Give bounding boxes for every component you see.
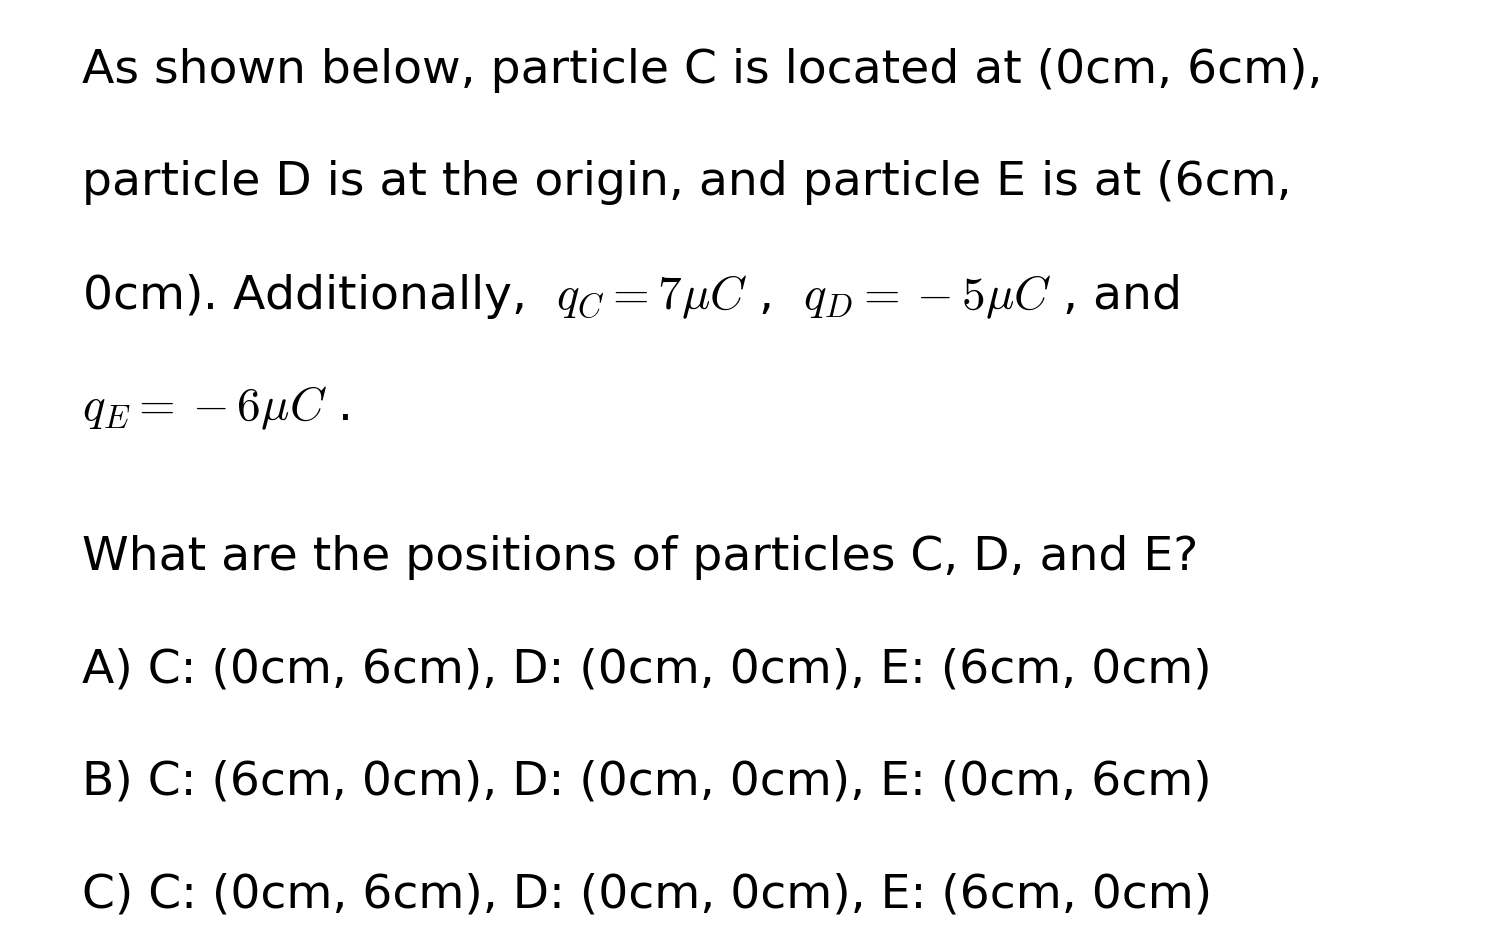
Text: C) C: (0cm, 6cm), D: (0cm, 0cm), E: (6cm, 0cm): C) C: (0cm, 6cm), D: (0cm, 0cm), E: (6cm…	[82, 872, 1212, 917]
Text: particle D is at the origin, and particle E is at (6cm,: particle D is at the origin, and particl…	[82, 160, 1292, 205]
Text: As shown below, particle C is located at (0cm, 6cm),: As shown below, particle C is located at…	[82, 48, 1323, 92]
Text: $q_E = -6\mu C$ .: $q_E = -6\mu C$ .	[82, 385, 350, 432]
Text: B) C: (6cm, 0cm), D: (0cm, 0cm), E: (0cm, 6cm): B) C: (6cm, 0cm), D: (0cm, 0cm), E: (0cm…	[82, 760, 1212, 804]
Text: A) C: (0cm, 6cm), D: (0cm, 0cm), E: (6cm, 0cm): A) C: (0cm, 6cm), D: (0cm, 0cm), E: (6cm…	[82, 647, 1212, 692]
Text: What are the positions of particles C, D, and E?: What are the positions of particles C, D…	[82, 535, 1198, 580]
Text: 0cm). Additionally,  $q_C = 7\mu C$ ,  $q_D = -5\mu C$ , and: 0cm). Additionally, $q_C = 7\mu C$ , $q_…	[82, 272, 1179, 321]
